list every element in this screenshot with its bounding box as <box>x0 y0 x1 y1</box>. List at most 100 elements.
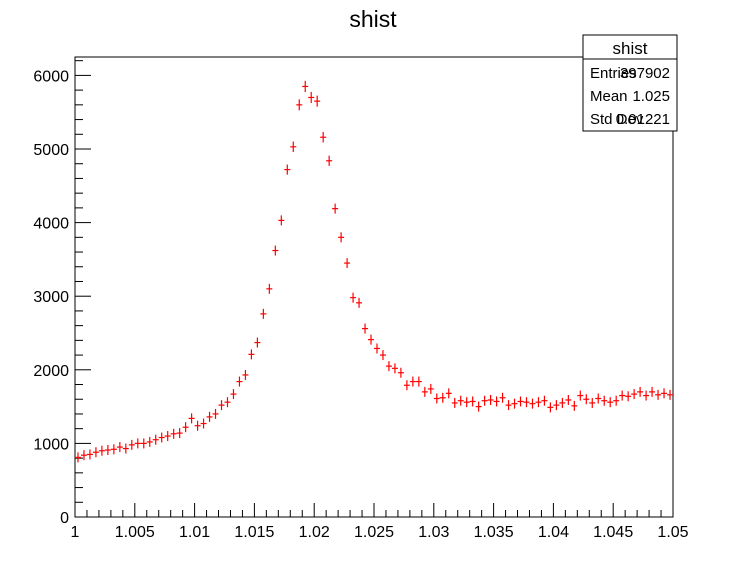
data-point <box>98 445 105 456</box>
data-point <box>338 232 345 243</box>
data-point <box>577 390 584 401</box>
y-tick-label: 3000 <box>33 289 69 306</box>
data-point <box>499 392 506 403</box>
stats-label-entries: Entries <box>590 65 637 82</box>
data-point <box>433 393 440 404</box>
data-point <box>158 432 165 443</box>
data-point <box>481 395 488 406</box>
x-tick-label: 1.005 <box>115 524 155 541</box>
data-point <box>188 413 195 424</box>
data-point <box>146 436 153 447</box>
data-point <box>302 80 309 93</box>
data-point <box>296 99 303 111</box>
data-point <box>421 386 428 397</box>
data-point <box>379 350 386 361</box>
data-point <box>110 444 117 455</box>
data-point <box>242 369 249 380</box>
data-point <box>194 420 201 431</box>
data-point <box>631 389 638 400</box>
data-point <box>595 393 602 404</box>
data-point <box>350 292 357 303</box>
data-point <box>553 400 560 411</box>
stats-value-mean: 1.025 <box>632 88 670 105</box>
data-point <box>391 363 398 374</box>
data-point <box>278 215 285 226</box>
data-point <box>493 396 500 407</box>
data-point <box>152 434 159 445</box>
data-point <box>559 397 566 408</box>
data-point <box>134 438 141 449</box>
data-point <box>625 391 632 402</box>
data-point <box>308 91 315 104</box>
data-point <box>86 449 93 460</box>
data-point <box>589 397 596 408</box>
stats-label-stddev: Std Dev <box>590 111 644 128</box>
data-point <box>314 95 321 107</box>
y-tick-label: 4000 <box>33 216 69 233</box>
data-point <box>571 400 578 411</box>
data-point <box>332 203 339 214</box>
stats-value-entries: 397902 <box>620 65 670 82</box>
data-point <box>230 389 237 400</box>
x-tick-label: 1 <box>71 524 80 541</box>
x-tick-label: 1.035 <box>474 524 514 541</box>
y-tick-label: 5000 <box>33 142 69 159</box>
data-point <box>374 343 380 354</box>
data-point <box>164 431 171 442</box>
stats-label-mean: Mean <box>590 88 628 105</box>
data-point <box>439 392 446 403</box>
data-point <box>344 258 351 269</box>
axes: 1 1.005 1.01 1.015 1.02 1.025 1.03 1.035 1.04 1.0… <box>33 60 689 541</box>
data-point <box>463 397 470 408</box>
data-point <box>523 397 530 408</box>
y-tick-label: 0 <box>60 510 69 527</box>
chart-title: shist <box>349 6 397 32</box>
data-point <box>284 164 291 175</box>
data-point <box>469 396 476 407</box>
x-tick-label: 1.01 <box>179 524 210 541</box>
data-point <box>266 283 273 294</box>
y-tick-label: 1000 <box>33 436 69 453</box>
data-point <box>403 380 410 391</box>
data-point <box>529 398 536 409</box>
data-point <box>511 398 518 409</box>
data-point <box>409 376 416 387</box>
data-point <box>290 141 297 153</box>
data-point <box>116 442 123 453</box>
data-point <box>140 438 147 449</box>
data-point <box>122 443 129 454</box>
x-tick-label: 1.025 <box>354 524 394 541</box>
data-point <box>362 323 369 334</box>
data-point <box>224 397 231 408</box>
data-point <box>505 400 512 411</box>
stats-box-frame <box>582 34 678 132</box>
stats-value-stddev: 0.01221 <box>616 111 670 128</box>
data-point <box>212 408 219 419</box>
data-point <box>320 131 327 143</box>
data-point <box>80 450 87 461</box>
x-tick-label: 1.015 <box>234 524 274 541</box>
x-tick-label: 1.03 <box>418 524 449 541</box>
data-point <box>619 390 626 401</box>
data-point <box>182 422 189 433</box>
data-point <box>368 334 374 345</box>
data-point <box>601 395 608 406</box>
data-point <box>445 388 452 399</box>
data-point <box>128 439 135 450</box>
data-point <box>176 428 183 439</box>
data-point <box>457 395 464 406</box>
data-point <box>655 389 662 400</box>
data-point <box>260 308 267 319</box>
data-point <box>272 245 279 256</box>
data-point <box>218 400 225 411</box>
data-point <box>92 447 99 458</box>
y-tick-label: 2000 <box>33 363 69 380</box>
data-point <box>637 386 644 397</box>
data-point <box>75 452 81 463</box>
data-point <box>397 367 404 378</box>
data-point <box>475 401 482 412</box>
data-point <box>326 155 333 166</box>
data-point <box>104 445 111 456</box>
data-point <box>248 349 255 360</box>
data-point <box>607 397 614 408</box>
